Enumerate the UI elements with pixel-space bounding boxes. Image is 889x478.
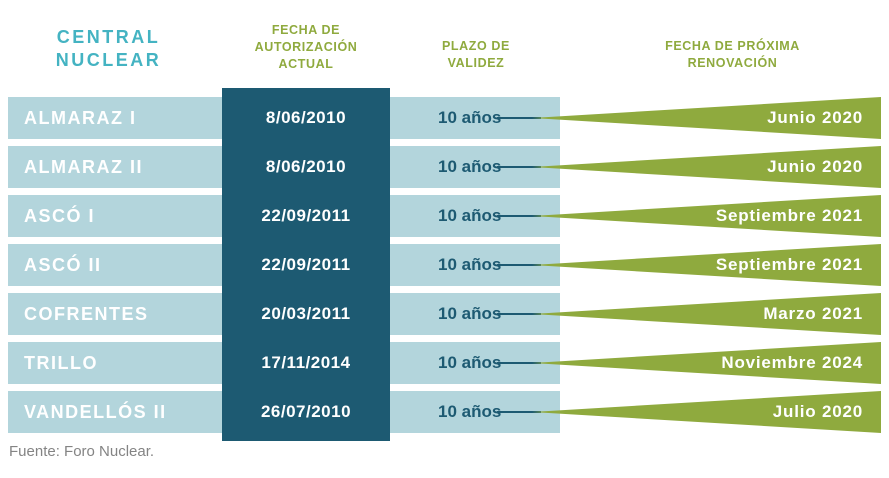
- renewal-triangle: Marzo 2021: [532, 293, 881, 335]
- renewal-triangle: Junio 2020: [532, 97, 881, 139]
- plant-name: ALMARAZ II: [24, 157, 143, 177]
- authorization-date: 8/06/2010: [265, 157, 347, 176]
- connector-line: [497, 411, 541, 413]
- row-bar-left: [8, 146, 222, 188]
- renewal-triangle: Septiembre 2021: [532, 195, 881, 237]
- plant-name: COFRENTES: [24, 304, 149, 324]
- table-body: ALMARAZ I 8/06/2010 10 años Junio 2020 A…: [0, 97, 889, 440]
- row-bar-left: [8, 244, 222, 286]
- plant-name: ASCÓ II: [24, 255, 102, 275]
- connector-line: [497, 215, 541, 217]
- validity-period: 10 años: [438, 402, 502, 421]
- renewal-triangle: Noviembre 2024: [532, 342, 881, 384]
- renewal-triangle: Septiembre 2021: [532, 244, 881, 286]
- column-header-central-nuclear: CENTRAL NUCLEAR: [55, 27, 162, 70]
- renewal-date: Marzo 2021: [763, 304, 863, 323]
- renewal-triangle: Julio 2020: [532, 391, 881, 433]
- table-row: ASCÓ I 22/09/2011 10 años Septiembre 202…: [0, 195, 889, 237]
- column-header-fecha-autorizacion: FECHA DE AUTORIZACIÓN ACTUAL: [254, 23, 358, 71]
- plant-name: ALMARAZ I: [24, 108, 137, 128]
- connector-line: [497, 264, 541, 266]
- authorization-date: 8/06/2010: [265, 108, 347, 127]
- validity-period: 10 años: [438, 206, 502, 225]
- plant-name: ASCÓ I: [24, 206, 96, 226]
- renewal-date: Septiembre 2021: [715, 255, 863, 274]
- table-row: COFRENTES 20/03/2011 10 años Marzo 2021: [0, 293, 889, 335]
- table-row: ASCÓ II 22/09/2011 10 años Septiembre 20…: [0, 244, 889, 286]
- column-header-proxima-renovacion: FECHA DE PRÓXIMA RENOVACIÓN: [665, 39, 800, 70]
- row-bar-left: [8, 195, 222, 237]
- column-header-plazo-validez: PLAZO DE VALIDEZ: [442, 39, 510, 70]
- authorization-date: 26/07/2010: [260, 402, 352, 421]
- connector-line: [497, 166, 541, 168]
- connector-line: [497, 313, 541, 315]
- validity-period: 10 años: [438, 255, 502, 274]
- authorization-date: 22/09/2011: [261, 206, 351, 225]
- authorization-date: 17/11/2014: [261, 353, 351, 372]
- validity-period: 10 años: [438, 304, 502, 323]
- renewal-date: Junio 2020: [767, 157, 863, 176]
- validity-period: 10 años: [438, 108, 502, 127]
- renewal-triangle: Junio 2020: [532, 146, 881, 188]
- row-bar-left: [8, 342, 222, 384]
- table-row: VANDELLÓS II 26/07/2010 10 años Julio 20…: [0, 391, 889, 433]
- row-bar-left: [8, 391, 222, 433]
- table-row: TRILLO 17/11/2014 10 años Noviembre 2024: [0, 342, 889, 384]
- authorization-date: 22/09/2011: [261, 255, 351, 274]
- authorization-column-background: [222, 88, 390, 441]
- plant-name: VANDELLÓS II: [24, 402, 167, 422]
- validity-period: 10 años: [438, 353, 502, 372]
- plant-name: TRILLO: [24, 353, 98, 373]
- row-bar-left: [8, 293, 222, 335]
- authorization-date: 20/03/2011: [261, 304, 351, 323]
- table-row: ALMARAZ I 8/06/2010 10 años Junio 2020: [0, 97, 889, 139]
- connector-line: [497, 117, 541, 119]
- renewal-date: Noviembre 2024: [721, 353, 863, 372]
- row-bar-left: [8, 97, 222, 139]
- source-attribution: Fuente: Foro Nuclear.: [9, 443, 155, 460]
- renewal-date: Septiembre 2021: [715, 206, 863, 225]
- table-row: ALMARAZ II 8/06/2010 10 años Junio 2020: [0, 146, 889, 188]
- renewal-date: Junio 2020: [767, 108, 863, 127]
- validity-period: 10 años: [438, 157, 502, 176]
- renewal-date: Julio 2020: [772, 402, 863, 421]
- connector-line: [497, 362, 541, 364]
